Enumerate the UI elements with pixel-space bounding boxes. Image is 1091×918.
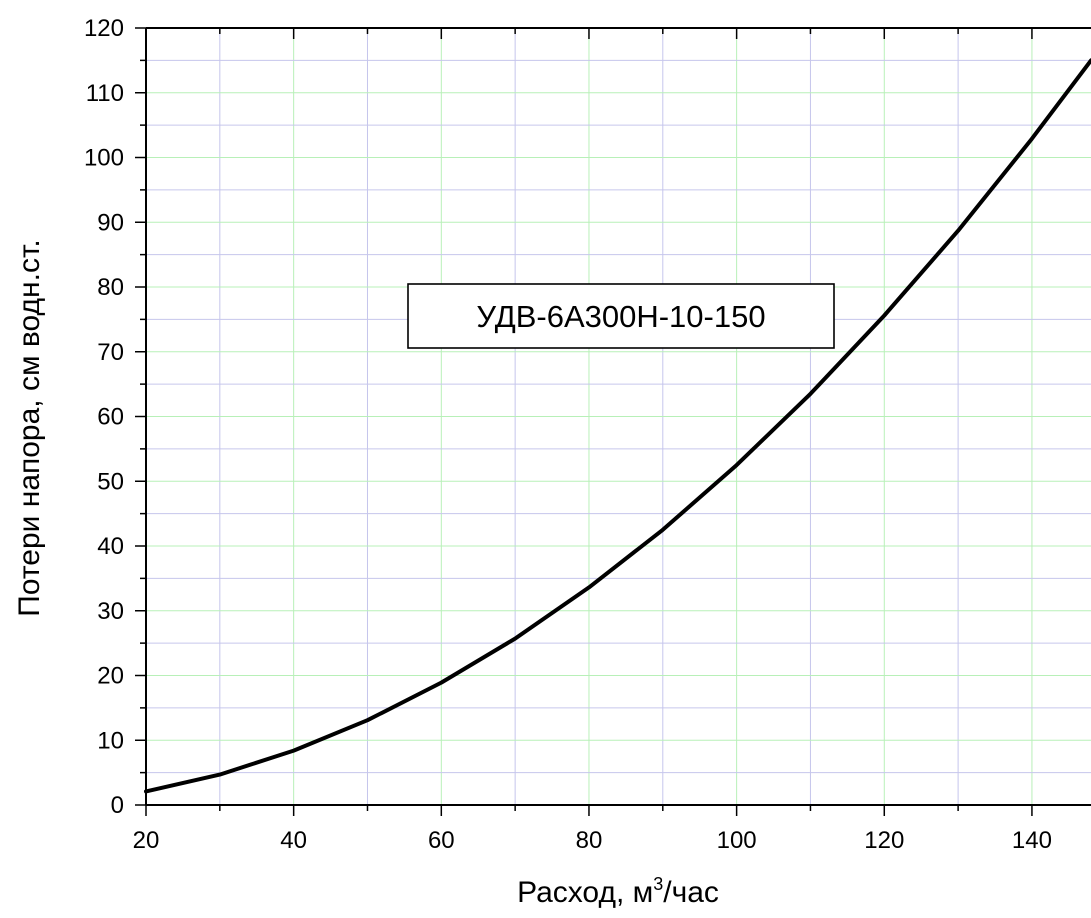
y-tick-label: 10 — [97, 727, 124, 754]
annotation-frame — [407, 283, 835, 349]
grid-lines — [146, 28, 1091, 805]
y-axis-title: Потери напора, см водн.ст. — [13, 239, 46, 616]
y-tick-label: 60 — [97, 404, 124, 431]
x-tick-label: 120 — [864, 827, 904, 854]
y-tick-label: 90 — [97, 209, 124, 236]
y-tick-label: 30 — [97, 598, 124, 625]
y-tick-label: 40 — [97, 533, 124, 560]
x-tick-label: 80 — [576, 827, 603, 854]
y-tick-label: 120 — [84, 15, 124, 42]
annotation-box: УДВ-6А300Н-10-150 — [407, 283, 835, 349]
y-tick-label: 80 — [97, 274, 124, 301]
series-line — [144, 58, 1091, 794]
y-tick-label: 70 — [97, 339, 124, 366]
tick-labels: 20 40 60 80 100 120 140 0 10 20 30 40 50 60 70 80 90 100 1… — [84, 15, 1052, 854]
x-tick-label: 20 — [133, 827, 160, 854]
annotation-label: УДВ-6А300Н-10-150 — [476, 299, 765, 334]
tick-marks — [135, 27, 1033, 816]
y-tick-label: 0 — [111, 792, 124, 819]
series-layer — [144, 58, 1091, 794]
y-tick-label: 100 — [84, 145, 124, 172]
x-tick-label: 100 — [717, 827, 757, 854]
x-tick-label: 60 — [428, 827, 455, 854]
y-tick-label: 20 — [97, 663, 124, 690]
x-axis-title-main: Расход, м — [517, 876, 653, 909]
x-tick-label: 140 — [1012, 827, 1052, 854]
y-tick-label: 50 — [97, 468, 124, 495]
x-axis-title-unit: /час — [663, 876, 719, 909]
y-tick-label: 110 — [86, 80, 124, 107]
x-axis-title: Расход, м3/час — [517, 874, 719, 909]
x-tick-label: 40 — [280, 827, 307, 854]
x-axis-title-superscript: 3 — [653, 874, 663, 894]
